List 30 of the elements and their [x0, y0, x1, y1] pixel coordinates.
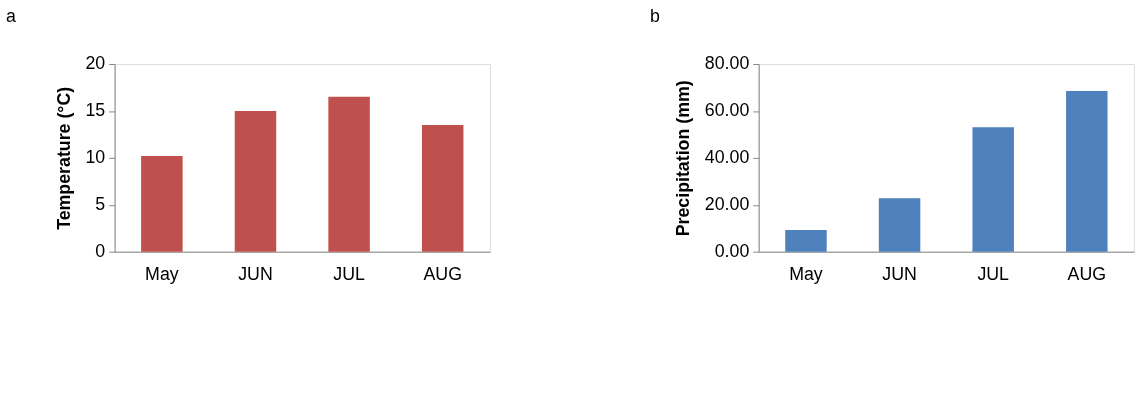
y-tick-label: 5: [95, 194, 106, 215]
y-tick-label: 15: [85, 100, 106, 121]
x-tick-label: AUG: [1067, 263, 1107, 284]
y-tick-label: 40.00: [704, 147, 750, 168]
bar: [972, 127, 1014, 252]
x-tick-label: JUL: [977, 263, 1010, 284]
chart-title: a: [5, 5, 16, 26]
bar: [421, 125, 464, 252]
y-tick-label: 60.00: [704, 100, 750, 121]
bar: [878, 198, 921, 252]
y-tick-label: 0: [95, 241, 106, 262]
bar: [785, 229, 827, 252]
y-tick-label: 10: [85, 147, 106, 168]
bar: [1066, 90, 1108, 252]
x-tick-label: JUN: [882, 263, 917, 284]
y-tick-label: 20: [85, 53, 106, 74]
y-tick-label: 0.00: [714, 241, 750, 262]
y-tick-label: 20.00: [704, 194, 750, 215]
chart-title: b: [650, 5, 661, 26]
x-tick-label: May: [789, 263, 823, 284]
x-tick-label: May: [145, 263, 179, 284]
x-tick-label: JUN: [238, 263, 273, 284]
y-tick-label: 80.00: [704, 53, 750, 74]
y-axis-title: Precipitation (mm): [672, 80, 693, 237]
x-tick-label: AUG: [423, 263, 462, 284]
bar: [328, 96, 370, 252]
y-axis-title: Temperature (°C): [53, 86, 74, 230]
x-tick-label: JUL: [333, 263, 366, 284]
bar: [141, 155, 183, 252]
bar: [234, 110, 277, 252]
